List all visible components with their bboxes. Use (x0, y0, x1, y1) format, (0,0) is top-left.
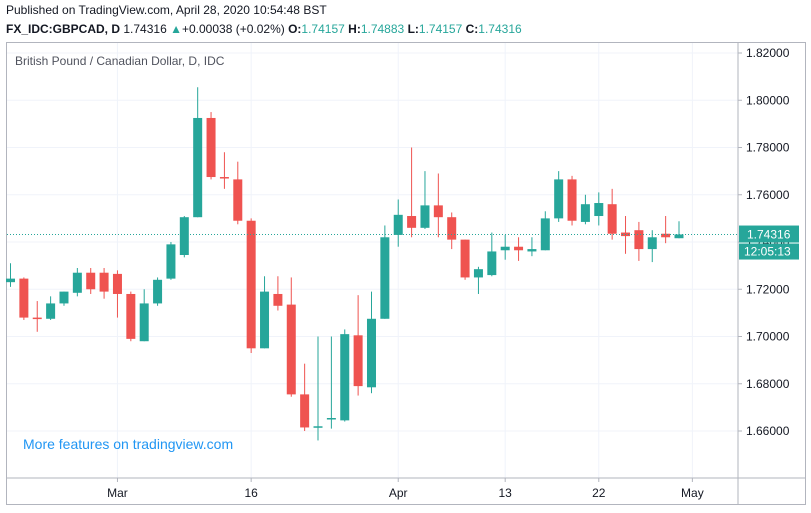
grid-lines (7, 43, 738, 478)
candle-body (6, 278, 15, 283)
candle-body (246, 220, 256, 349)
candle-body (433, 205, 443, 218)
x-tick-label: 22 (592, 486, 606, 500)
candle-body (420, 205, 430, 228)
open-label: O: (288, 22, 302, 36)
candle-body (179, 217, 189, 255)
candle-body (527, 249, 537, 252)
symbol-quote-bar: FX_IDC:GBPCAD, D 1.74316 ▲+0.00038 (+0.0… (6, 22, 522, 36)
candle-body (674, 234, 684, 239)
countdown-tag (739, 243, 799, 260)
candle-body (580, 204, 590, 222)
candle-body (634, 230, 644, 250)
candle-body (72, 272, 82, 293)
chart-title: British Pound / Canadian Dollar, D, IDC (15, 54, 225, 68)
candle-body (260, 291, 270, 349)
candle-body (219, 177, 229, 179)
last-price-tag (739, 225, 799, 243)
x-tick-label: 13 (499, 486, 513, 500)
candle-body (126, 293, 136, 339)
close-label: C: (465, 22, 479, 36)
candle-body (366, 318, 376, 388)
last-price-label: 1.74316 (747, 228, 791, 242)
candle-body (286, 304, 296, 395)
low-label: L: (407, 22, 419, 36)
x-tick-label: Apr (389, 486, 408, 500)
y-tick-label: 1.78000 (746, 141, 790, 155)
candle-body (300, 394, 310, 428)
candle-body (233, 179, 243, 221)
candle-body (380, 237, 390, 319)
candle-body (153, 279, 163, 304)
candle-body (340, 334, 350, 421)
x-tick-label: Mar (107, 486, 128, 500)
candle-body (206, 117, 216, 178)
y-tick-label: 1.82000 (746, 46, 790, 60)
x-tick-label: May (681, 486, 704, 500)
y-tick-label: 1.70000 (746, 330, 790, 344)
candle-body (567, 179, 577, 221)
change-up-icon: ▲ (170, 22, 182, 36)
candle-body (607, 204, 617, 234)
candle-body (313, 426, 323, 428)
high-label: H: (348, 22, 361, 36)
candle-body (273, 293, 283, 306)
open-value: 1.74157 (301, 22, 345, 36)
y-tick-label: 1.72000 (746, 282, 790, 296)
candle-body (59, 291, 69, 304)
candle-body (139, 303, 149, 342)
change-value: +0.00038 (+0.02%) (181, 22, 285, 36)
axes-layer: 1.820001.800001.780001.760001.740001.720… (7, 43, 805, 504)
candle-body (112, 273, 122, 294)
candle-body (393, 214, 403, 235)
candle-body (326, 418, 336, 420)
x-tick-label: 16 (244, 486, 258, 500)
promo-link[interactable]: More features on tradingview.com (23, 436, 234, 452)
candle-body (514, 246, 524, 251)
candle-body (661, 233, 671, 238)
last-price-value: 1.74316 (123, 22, 167, 36)
candle-body (32, 317, 42, 320)
y-tick-label: 1.66000 (746, 424, 790, 438)
candle-body (500, 246, 510, 251)
high-value: 1.74883 (360, 22, 405, 36)
y-tick-label: 1.76000 (746, 188, 790, 202)
candle-body (193, 117, 203, 218)
candle-body (460, 239, 470, 278)
y-tick-label: 1.68000 (746, 377, 790, 391)
candle-body (99, 272, 109, 292)
chart-frame[interactable] (6, 42, 806, 505)
candle-body (554, 179, 564, 219)
close-value: 1.74316 (478, 22, 522, 36)
published-caption: Published on TradingView.com, April 28, … (6, 3, 327, 17)
candle-body (594, 203, 604, 217)
candle-body (473, 269, 483, 278)
candle-body (540, 218, 550, 251)
candle-body (353, 335, 363, 387)
candle-body (19, 278, 29, 318)
candle-body (647, 237, 657, 250)
low-value: 1.74157 (418, 22, 463, 36)
candle-body (86, 272, 96, 290)
candles-layer (6, 87, 684, 441)
candle-body (487, 251, 497, 276)
y-tick-label: 1.80000 (746, 93, 790, 107)
price-overlay: 1.74316 12:05:13 (7, 225, 799, 260)
candle-body (447, 217, 457, 240)
candle-body (166, 244, 176, 279)
symbol-label: FX_IDC:GBPCAD, D (6, 22, 121, 36)
candle-body (407, 216, 417, 228)
countdown-label: 12:05:13 (744, 245, 791, 259)
candle-body (46, 303, 56, 319)
